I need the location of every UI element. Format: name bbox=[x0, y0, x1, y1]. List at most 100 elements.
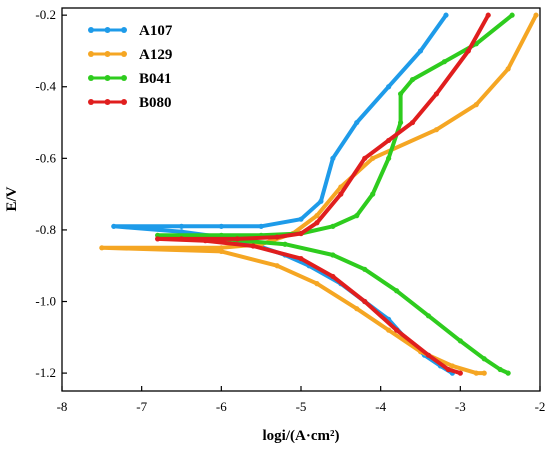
legend-label: A129 bbox=[139, 47, 172, 63]
data-point bbox=[386, 137, 392, 144]
data-point bbox=[509, 12, 515, 18]
data-point bbox=[473, 102, 479, 108]
data-point bbox=[330, 273, 336, 280]
series-line-A129 bbox=[99, 13, 538, 376]
data-point bbox=[218, 245, 224, 251]
legend-marker bbox=[104, 51, 111, 57]
y-tick-label: -1.0 bbox=[35, 294, 56, 309]
data-point bbox=[505, 66, 511, 72]
data-point bbox=[155, 232, 161, 238]
series-line-B041 bbox=[155, 13, 515, 376]
axes-layer: -8 -7 -6 -5 -4 -3 -2 -1.2 -1.0 -0.8 -0.6 -0.4 -0.2 bbox=[35, 7, 545, 414]
x-tick-label: -4 bbox=[375, 399, 386, 414]
data-point bbox=[473, 370, 479, 376]
legend-marker bbox=[104, 75, 111, 81]
data-point bbox=[338, 184, 344, 190]
legend-marker bbox=[121, 51, 127, 57]
data-point bbox=[533, 12, 539, 18]
legend-marker bbox=[121, 27, 127, 33]
data-point bbox=[155, 236, 161, 242]
data-point bbox=[441, 59, 447, 65]
data-point bbox=[386, 327, 392, 333]
x-tick-label: -2 bbox=[535, 399, 546, 414]
data-point bbox=[433, 91, 440, 97]
plot-frame bbox=[61, 7, 541, 392]
data-point bbox=[394, 288, 400, 294]
data-point bbox=[354, 119, 360, 126]
series-line-B080 bbox=[155, 13, 491, 376]
data-point bbox=[457, 338, 463, 344]
data-point bbox=[362, 298, 368, 305]
data-point bbox=[274, 263, 280, 269]
data-point bbox=[481, 356, 487, 362]
x-tick-label: -5 bbox=[296, 399, 307, 414]
data-point bbox=[298, 230, 304, 237]
data-point bbox=[497, 366, 503, 373]
data-point bbox=[330, 252, 336, 258]
data-point bbox=[111, 223, 117, 229]
data-point bbox=[409, 119, 416, 126]
legend-label: A107 bbox=[139, 23, 173, 39]
data-point bbox=[318, 198, 324, 204]
series-line-A107 bbox=[111, 13, 455, 376]
x-tick-label: -7 bbox=[136, 399, 147, 414]
x-axis-title: logi/(A·cm²) bbox=[263, 428, 340, 444]
data-point bbox=[178, 223, 185, 229]
data-point bbox=[362, 155, 368, 161]
y-tick-label: -0.4 bbox=[35, 79, 56, 94]
data-point bbox=[445, 366, 451, 373]
data-point bbox=[465, 48, 471, 54]
data-point bbox=[485, 12, 491, 18]
data-point bbox=[314, 281, 320, 287]
data-point bbox=[397, 91, 404, 97]
legend-label: B080 bbox=[139, 95, 172, 111]
legend-marker bbox=[88, 99, 94, 105]
data-point bbox=[282, 241, 288, 247]
data-point bbox=[354, 306, 360, 312]
data-point bbox=[314, 213, 320, 219]
data-point bbox=[218, 248, 224, 255]
data-point bbox=[386, 84, 392, 90]
data-point bbox=[449, 363, 455, 369]
data-point bbox=[234, 236, 240, 242]
data-point bbox=[425, 352, 432, 358]
data-point bbox=[394, 327, 400, 333]
data-point bbox=[298, 216, 304, 222]
data-point bbox=[443, 12, 449, 18]
data-point bbox=[354, 213, 360, 219]
data-point bbox=[330, 223, 336, 229]
data-point bbox=[202, 238, 208, 244]
data-point bbox=[370, 191, 376, 197]
y-tick-label: -1.2 bbox=[35, 365, 56, 380]
data-point bbox=[178, 236, 185, 242]
legend-marker bbox=[121, 75, 127, 81]
data-point bbox=[298, 255, 304, 262]
data-point bbox=[425, 313, 432, 319]
x-tick-label: -6 bbox=[216, 399, 227, 414]
data-point bbox=[250, 243, 256, 249]
legend-label: B041 bbox=[139, 71, 172, 87]
y-tick-label: -0.8 bbox=[35, 222, 56, 237]
data-point bbox=[362, 266, 368, 272]
legend-marker bbox=[104, 27, 111, 33]
legend-marker bbox=[121, 99, 127, 105]
y-tick-label: -0.6 bbox=[35, 150, 56, 165]
x-tick-label: -8 bbox=[57, 399, 68, 414]
data-point bbox=[218, 232, 224, 238]
data-point bbox=[481, 370, 487, 376]
legend-marker bbox=[88, 75, 94, 81]
data-point bbox=[370, 155, 376, 161]
x-tick-label: -3 bbox=[455, 399, 466, 414]
data-point bbox=[338, 191, 344, 197]
data-point bbox=[218, 223, 224, 229]
data-point bbox=[258, 223, 264, 229]
legend: A107 A129 B041 B080 bbox=[88, 23, 173, 111]
legend-marker bbox=[88, 51, 94, 57]
data-point bbox=[330, 155, 336, 161]
legend-marker bbox=[104, 99, 111, 105]
data-point bbox=[457, 370, 463, 376]
data-point bbox=[397, 119, 404, 126]
y-axis-title: E/V bbox=[4, 186, 20, 211]
series-layer bbox=[99, 12, 539, 376]
